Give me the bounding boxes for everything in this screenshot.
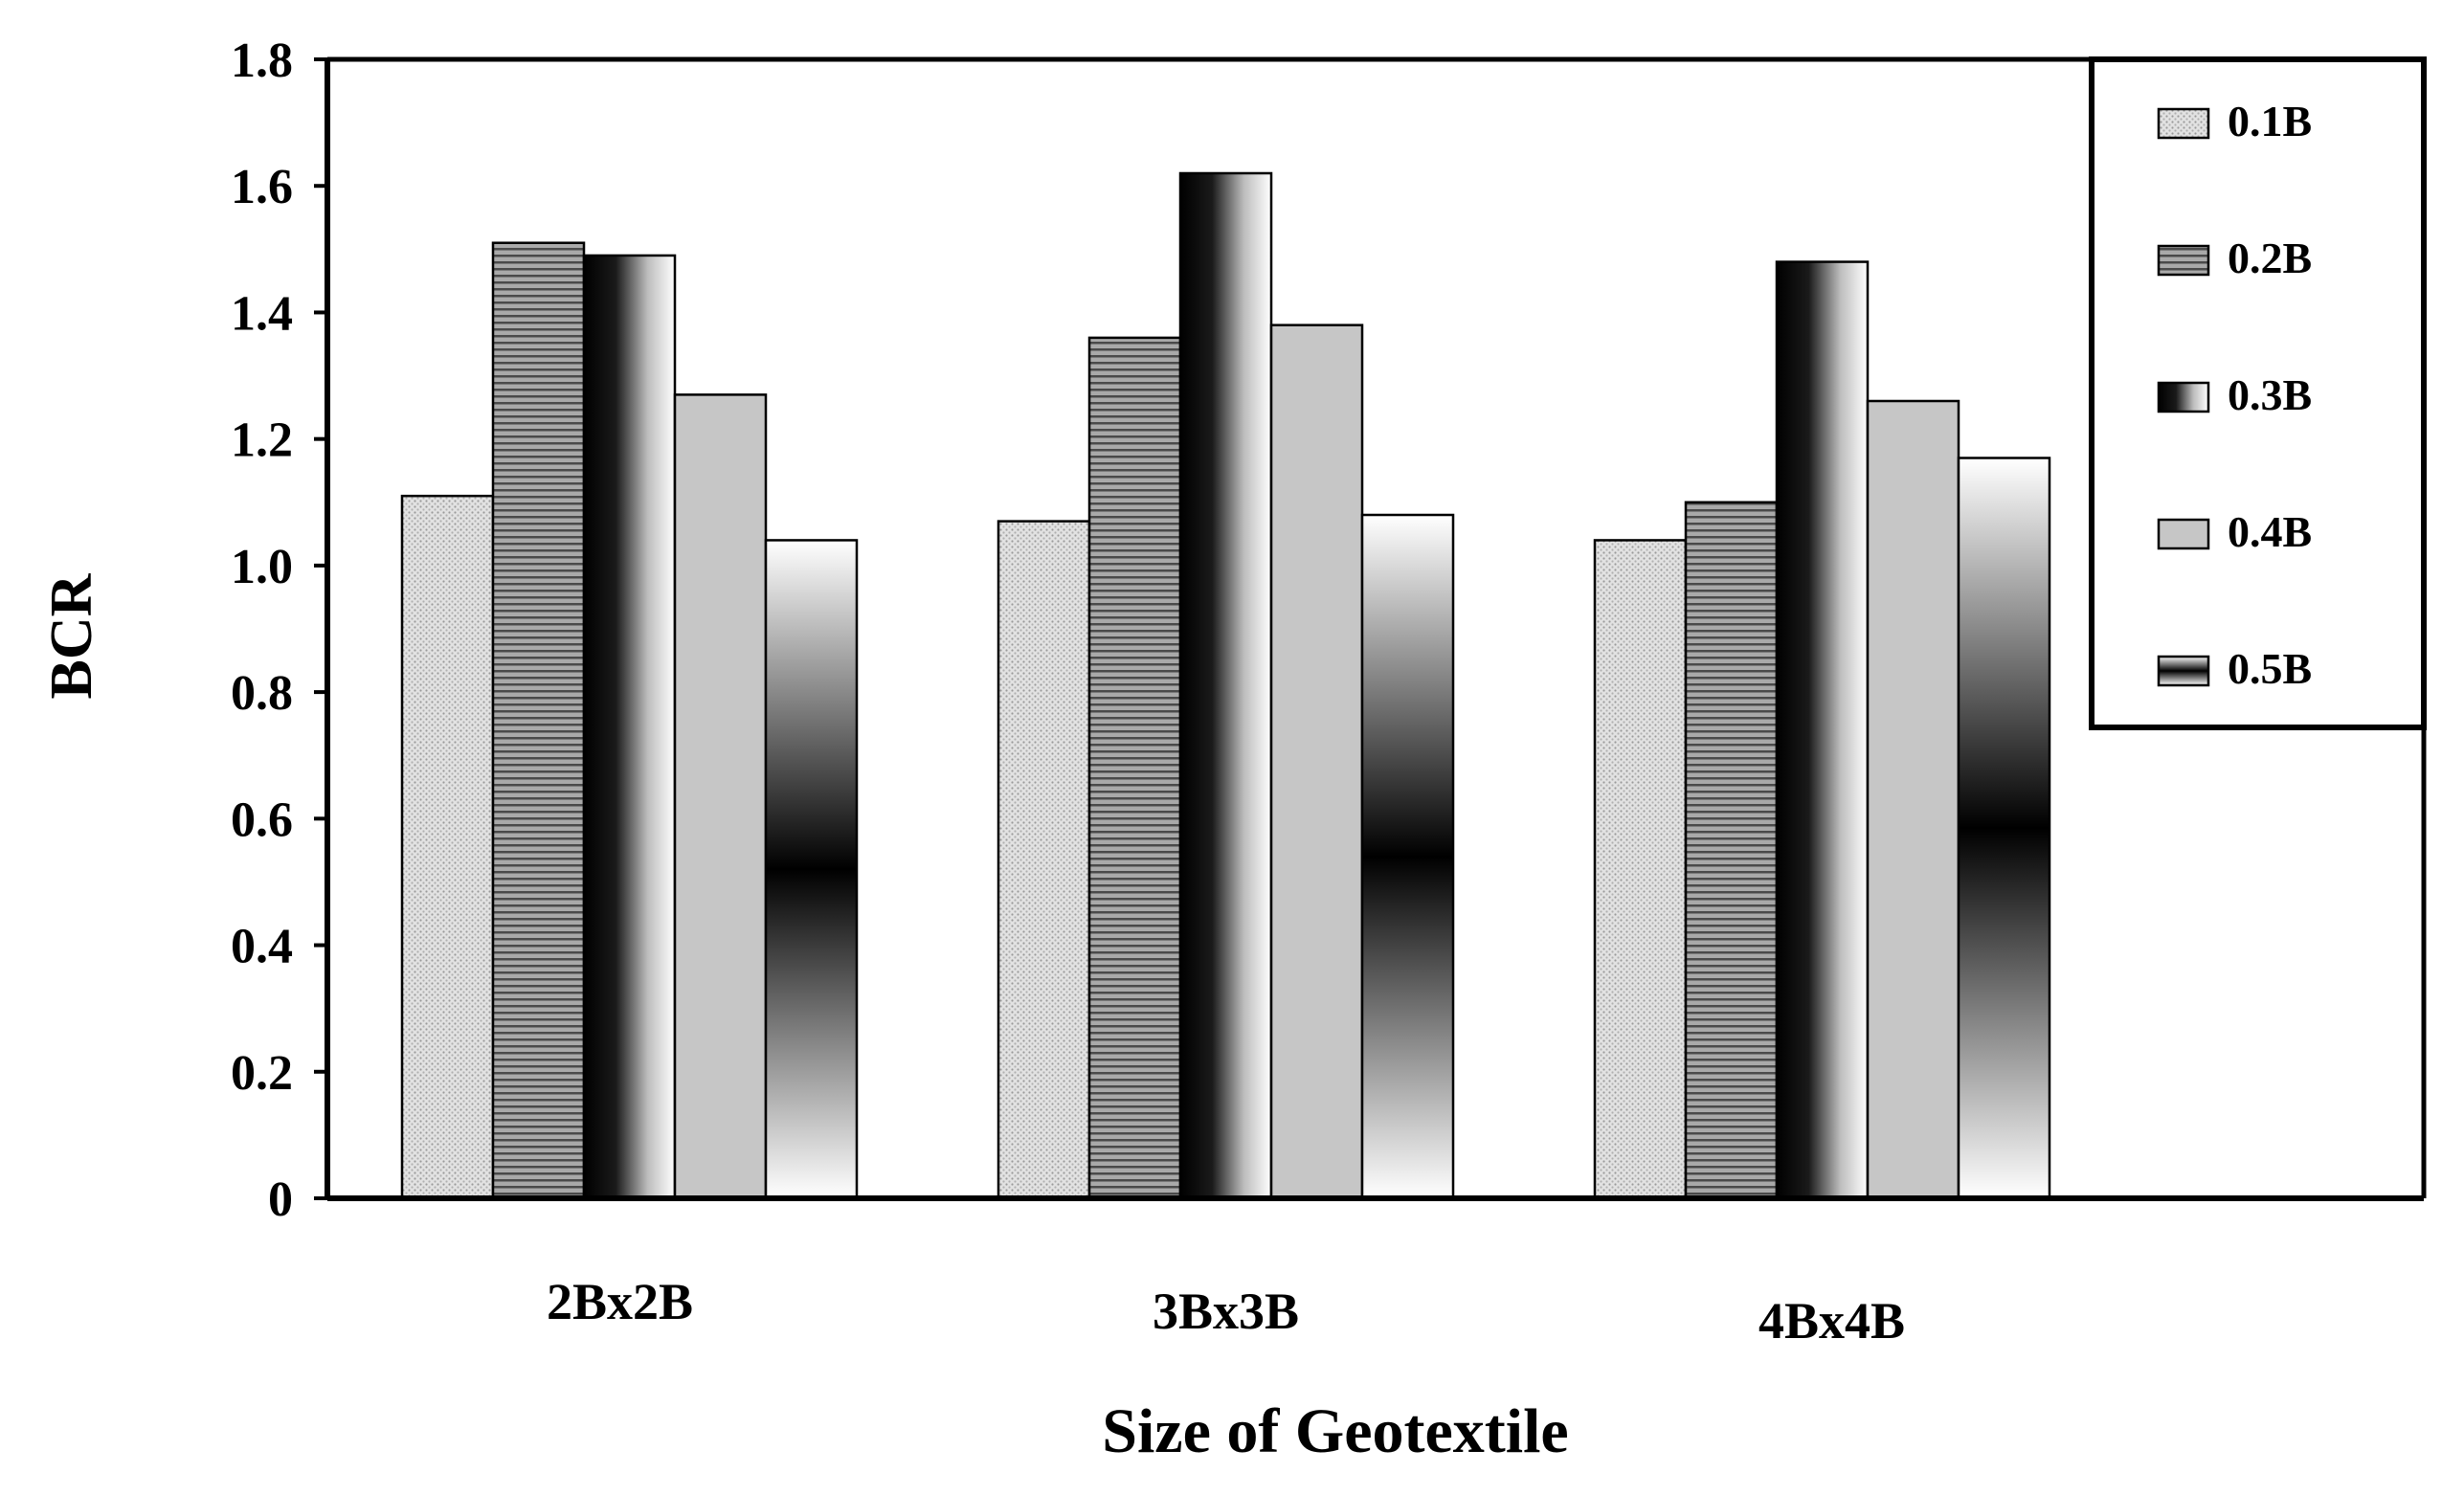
- legend-label-0.4B: 0.4B: [2228, 507, 2312, 556]
- bar-0.2B-2Bx2B: [491, 241, 586, 1200]
- bar-0.3B-2Bx2B: [582, 254, 677, 1200]
- legend: 0.1B 0.2B 0.3B 0.4B 0.5B: [2089, 56, 2427, 730]
- legend-label-0.3B: 0.3B: [2228, 370, 2312, 419]
- bar-0.1B-2Bx2B: [400, 494, 495, 1200]
- x-tick-label: 4Bx4B: [1758, 1292, 1905, 1350]
- bar-0.5B-2Bx2B: [764, 539, 859, 1200]
- legend-label-0.1B: 0.1B: [2228, 97, 2312, 145]
- bar-0.2B-4Bx4B: [1684, 501, 1779, 1200]
- y-tick-label: 0: [268, 1172, 293, 1227]
- bar-0.5B-3Bx3B: [1360, 513, 1455, 1200]
- bar-0.3B-3Bx3B: [1178, 171, 1273, 1200]
- y-axis-label: BCR: [39, 572, 104, 699]
- bar-0.4B-3Bx3B: [1269, 324, 1364, 1200]
- bar-0.5B-4Bx4B: [1957, 457, 2051, 1200]
- legend-label-0.5B: 0.5B: [2228, 644, 2312, 693]
- y-tick-label: 1.2: [231, 413, 293, 468]
- bar-0.4B-2Bx2B: [673, 393, 768, 1200]
- y-tick-label: 0.2: [231, 1046, 293, 1101]
- x-tick-label: 3Bx3B: [1153, 1283, 1299, 1340]
- y-tick-label: 0.4: [231, 920, 293, 974]
- bar-0.2B-3Bx3B: [1087, 336, 1182, 1200]
- legend-label-0.2B: 0.2B: [2228, 234, 2312, 282]
- y-tick-label: 1.0: [231, 540, 293, 594]
- y-tick-label: 1.6: [231, 160, 293, 214]
- legend-swatch-0.3B: [2157, 381, 2210, 413]
- bar-0.1B-3Bx3B: [997, 520, 1091, 1200]
- bar-0.4B-4Bx4B: [1866, 399, 1960, 1200]
- legend-swatch-0.4B: [2157, 518, 2210, 550]
- tick-labels: 0 0.2 0.4 0.6 0.8 1.0 1.2 1.4 1.6 1.8 2Bx2B 3Bx3B 4B…: [231, 33, 1905, 1350]
- legend-swatch-0.1B: [2157, 107, 2210, 140]
- y-tick-label: 1.4: [231, 286, 293, 341]
- legend-swatch-0.2B: [2157, 244, 2210, 277]
- legend-swatch-0.5B: [2157, 655, 2210, 687]
- x-axis-label: Size of Geotextile: [1102, 1396, 1568, 1466]
- y-tick-label: 0.8: [231, 666, 293, 721]
- x-tick-label: 2Bx2B: [547, 1273, 693, 1330]
- y-tick-label: 1.8: [231, 33, 293, 88]
- bar-0.3B-4Bx4B: [1775, 260, 1870, 1200]
- legend-box: [2089, 56, 2427, 730]
- bar-0.1B-4Bx4B: [1593, 539, 1688, 1200]
- y-tick-label: 0.6: [231, 792, 293, 847]
- bars: [325, 59, 2424, 1201]
